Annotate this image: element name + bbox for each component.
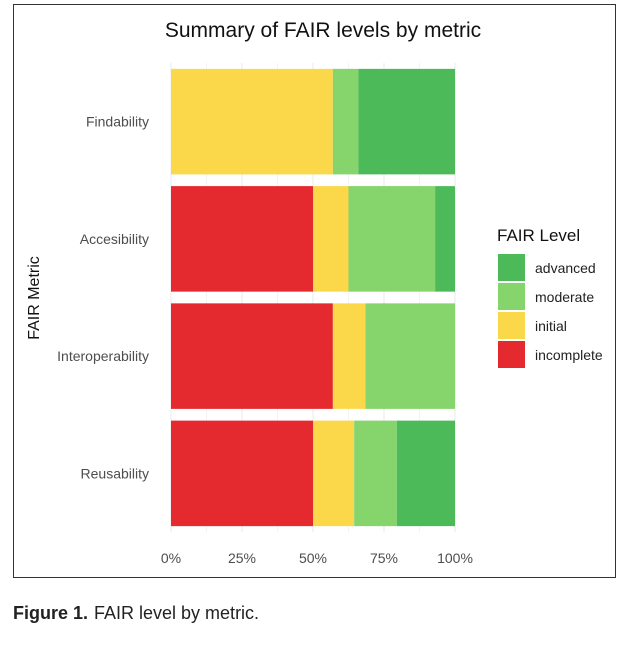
legend-swatch-advanced bbox=[498, 254, 525, 281]
bar-accesibility-initial bbox=[313, 186, 349, 292]
caption-label: Figure 1. bbox=[13, 603, 89, 623]
x-tick-label: 50% bbox=[299, 550, 327, 566]
bar-reusability-moderate bbox=[354, 420, 397, 527]
y-tick-label-accesibility: Accesibility bbox=[80, 231, 149, 247]
bar-findability-moderate bbox=[332, 68, 359, 175]
bar-findability-initial bbox=[171, 68, 333, 175]
y-tick-label-interoperability: Interoperability bbox=[57, 348, 149, 364]
bar-interoperability-moderate bbox=[365, 303, 455, 409]
bar-reusability-incomplete bbox=[171, 420, 313, 527]
legend-swatch-moderate bbox=[498, 283, 525, 310]
legend-label-incomplete: incomplete bbox=[535, 347, 603, 363]
x-tick-label: 100% bbox=[437, 550, 473, 566]
y-tick-label-findability: Findability bbox=[86, 114, 149, 130]
caption-text: FAIR level by metric. bbox=[94, 603, 260, 623]
x-tick-label: 75% bbox=[370, 550, 398, 566]
bars-layer bbox=[171, 68, 455, 527]
legend-label-initial: initial bbox=[535, 318, 567, 334]
bar-interoperability-initial bbox=[332, 303, 366, 409]
bar-interoperability-incomplete bbox=[171, 303, 333, 409]
y-tick-label-reusability: Reusability bbox=[81, 465, 149, 481]
y-axis-title: FAIR Metric bbox=[26, 256, 43, 340]
figure-caption: Figure 1. FAIR level by metric. bbox=[13, 603, 259, 624]
chart-title: Summary of FAIR levels by metric bbox=[165, 19, 481, 42]
legend-swatch-initial bbox=[498, 312, 525, 339]
legend: advanced moderate initial incomplete bbox=[498, 254, 603, 368]
bar-accesibility-advanced bbox=[435, 186, 455, 292]
legend-swatch-incomplete bbox=[498, 341, 525, 368]
bar-accesibility-incomplete bbox=[171, 186, 313, 292]
stacked-bar-chart: Findability Accesibility Interoperability R… bbox=[26, 19, 603, 566]
legend-label-advanced: advanced bbox=[535, 260, 596, 276]
ticks-layer: Findability Accesibility Interoperability R… bbox=[57, 114, 473, 566]
bar-accesibility-moderate bbox=[348, 186, 436, 292]
x-tick-label: 25% bbox=[228, 550, 256, 566]
legend-title: FAIR Level bbox=[497, 226, 580, 245]
bar-reusability-advanced bbox=[396, 420, 455, 527]
x-tick-label: 0% bbox=[161, 550, 181, 566]
legend-label-moderate: moderate bbox=[535, 289, 594, 305]
bar-findability-advanced bbox=[358, 68, 455, 175]
bar-reusability-initial bbox=[313, 420, 355, 527]
